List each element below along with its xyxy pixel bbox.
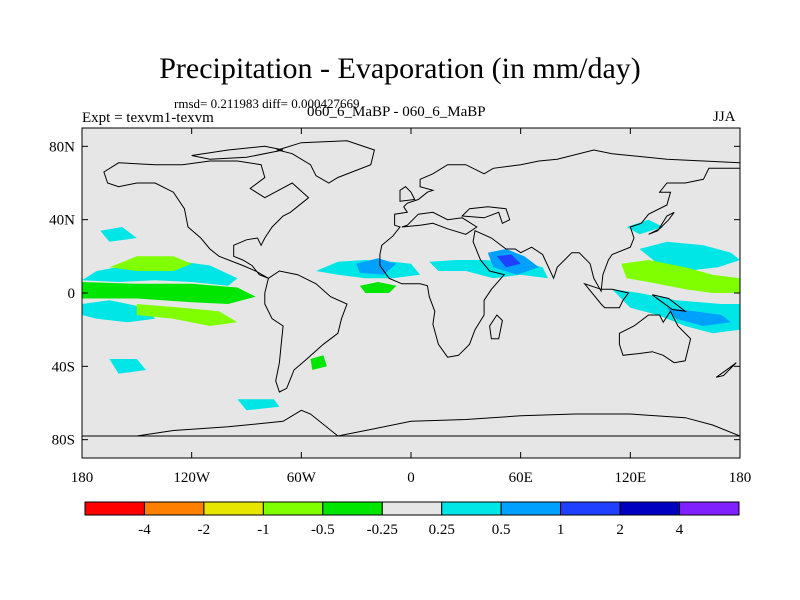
coastline-great-britain (399, 186, 416, 202)
colorbar-swatch (619, 501, 681, 516)
chart-title: Precipitation - Evaporation (in mm/day) (159, 52, 641, 85)
colorbar-swatch (84, 501, 145, 516)
coastline-africa-eurasia (379, 149, 740, 358)
coastline-australia (618, 310, 692, 364)
region-pacific-north-negative (109, 256, 192, 271)
colorbar-label: 0.25 (429, 522, 455, 538)
region-north-atlantic-positive-patch (100, 227, 137, 242)
colorbar-label: 0.5 (492, 522, 511, 538)
region-east-pacific-south-positive (82, 300, 156, 323)
colorbar-label: 2 (616, 522, 624, 538)
x-axis: 180 120W 60W 0 60E 120E 180 (71, 128, 752, 486)
coastline-mediterranean-sea (401, 211, 478, 235)
region-indian-ocean-negative (621, 260, 740, 293)
x-tick-label: 60W (287, 470, 317, 486)
coastlines (82, 140, 740, 437)
x-tick-label: 180 (71, 470, 94, 486)
coastline-north-america (103, 160, 310, 279)
coastline-antarctica-edge (82, 409, 740, 437)
colorbar-label: 4 (676, 522, 684, 538)
region-south-atlantic-negative-patch (310, 355, 327, 370)
colorbar-swatch (441, 501, 502, 516)
colorbar-label: -4 (138, 522, 151, 538)
region-tropical-pacific-strong-negative (136, 304, 238, 326)
region-southern-ocean-positive-patch (237, 399, 280, 411)
colorbar-swatch (381, 501, 443, 516)
coastline-japan (648, 211, 675, 235)
colorbar-label: -2 (198, 522, 211, 538)
x-tick-label: 180 (729, 470, 752, 486)
colorbar-label: -0.25 (367, 522, 398, 538)
x-tick-label: 60E (509, 470, 533, 486)
region-south-pacific-core (666, 307, 731, 326)
colorbar-swatch (262, 501, 324, 516)
colorbar-label: -1 (257, 522, 270, 538)
colorbar-swatch (143, 501, 205, 516)
colorbar-label: -0.5 (311, 522, 335, 538)
region-arabian-sea-core (496, 254, 521, 268)
x-tick-label: 120W (173, 470, 211, 486)
coastline-black-caspian-seas (461, 206, 511, 225)
coastline-indonesia (583, 282, 630, 309)
y-tick-label: 80N (49, 139, 75, 155)
region-south-indian-positive-patch (109, 359, 146, 374)
season-label: JJA (713, 109, 736, 125)
x-tick-label: 0 (407, 470, 415, 486)
x-tick-label: 120E (614, 470, 646, 486)
colorbar: -4 -2 -1 -0.5 -0.25 0.25 0.5 1 2 4 (84, 501, 740, 538)
y-tick-label: 40S (52, 359, 75, 375)
coastline-arctic-islands (191, 145, 284, 160)
contour-regions (82, 219, 740, 411)
y-axis: 80N 40N 0 40S 80S (49, 139, 740, 449)
region-west-africa-core (356, 258, 397, 275)
y-tick-label: 40N (49, 213, 75, 229)
y-tick-label: 0 (68, 286, 76, 302)
region-north-pacific-positive-patch (626, 219, 664, 235)
experiment-label: Expt = texvm1-texvm (82, 110, 214, 126)
region-tropical-pacific-negative (82, 282, 256, 304)
colorbar-swatch (203, 501, 264, 516)
colorbar-label: 1 (557, 522, 565, 538)
case-comparison-label: 060_6_MaBP - 060_6_MaBP (307, 104, 486, 120)
colorbar-swatch (679, 501, 740, 516)
y-tick-label: 80S (52, 433, 75, 449)
coastline-madagascar (489, 314, 503, 340)
coastline-greenland (275, 140, 375, 184)
rmsd-diff-stats: rmsd= 0.211983 diff= 0.000427669 (174, 96, 360, 111)
colorbar-swatch (500, 501, 562, 516)
coastline-new-zealand (715, 362, 737, 378)
region-west-africa-negative (359, 282, 397, 293)
colorbar-swatch (322, 501, 383, 516)
coastline-south-america (264, 270, 348, 393)
colorbar-swatch (560, 501, 621, 516)
coastline-new-guinea (651, 294, 687, 313)
